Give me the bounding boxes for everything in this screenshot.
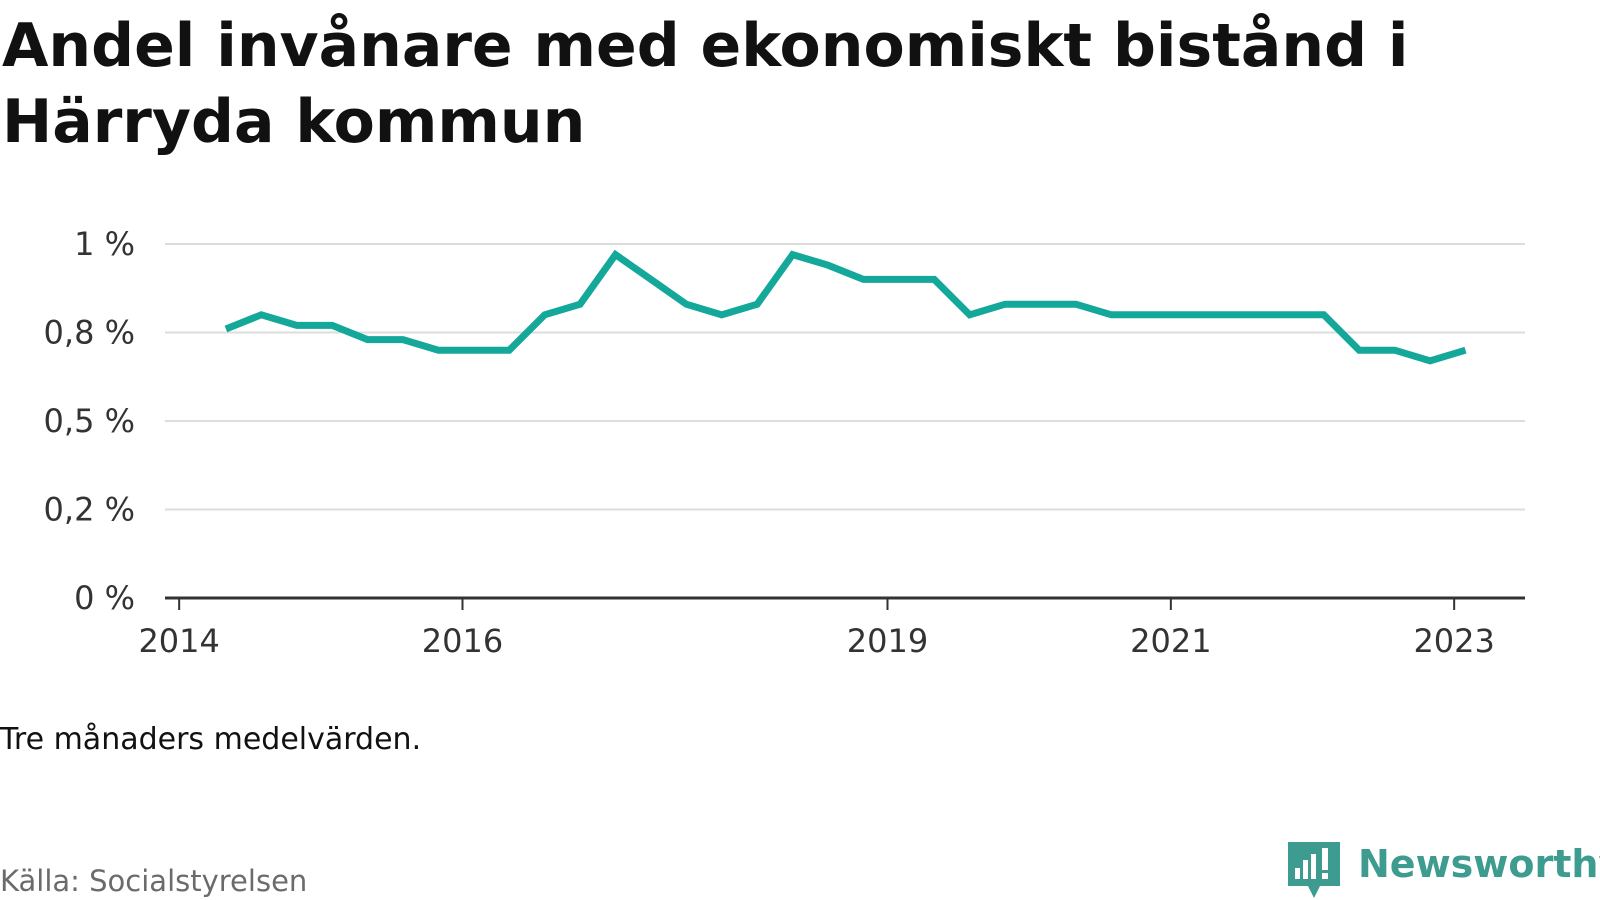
line-chart: 0 % 0,2 % 0,5 % 0,8 % 1 % 2014 2016 2019 2021 202… (44, 225, 1525, 660)
chart-title: Andel invånare med ekonomiskt bistånd i … (2, 11, 1409, 157)
x-tick-label: 2016 (422, 622, 503, 660)
source-credit: Källa: Socialstyrelsen (0, 864, 308, 898)
brand-name: Newsworthy (1358, 842, 1600, 886)
y-tick-label: 0,2 % (44, 491, 135, 529)
x-tick-label: 2023 (1413, 622, 1494, 660)
series-line (224, 249, 1467, 365)
chart-note: Tre månaders medelvärden. (0, 722, 422, 757)
y-tick-label: 0,5 % (44, 402, 135, 440)
x-tick-label: 2019 (847, 622, 928, 660)
y-tick-label: 0,8 % (44, 314, 135, 352)
y-tick-label: 0 % (74, 579, 135, 617)
x-tick-label: 2021 (1130, 622, 1211, 660)
newsworthy-logo-icon (1288, 842, 1340, 898)
x-tick-label: 2014 (138, 622, 219, 660)
y-tick-label: 1 % (74, 225, 135, 263)
